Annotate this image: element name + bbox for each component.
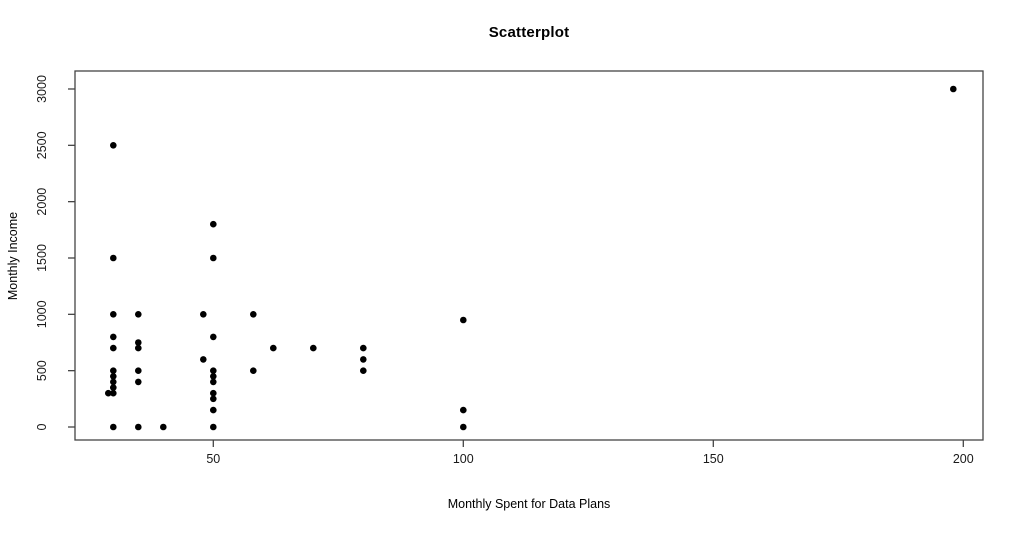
data-point <box>110 423 117 431</box>
data-point <box>110 373 117 380</box>
data-point <box>210 220 217 228</box>
data-point <box>110 142 117 149</box>
y-tick-label: 1000 <box>35 300 49 328</box>
data-point <box>460 316 467 324</box>
y-axis-label: Monthly Income <box>6 211 20 301</box>
y-tick-label: 500 <box>35 360 49 381</box>
data-point <box>110 344 117 352</box>
data-point <box>110 367 117 375</box>
plot-border <box>74 70 984 441</box>
data-point <box>135 339 142 346</box>
data-point <box>110 333 117 341</box>
data-point <box>110 389 117 397</box>
chart-title: Scatterplot <box>488 24 570 41</box>
data-point <box>135 311 142 318</box>
x-tick-label: 200 <box>953 452 974 466</box>
data-point <box>250 367 257 375</box>
x-tick-label: 150 <box>703 452 724 466</box>
data-point <box>135 423 142 431</box>
data-point <box>210 333 217 341</box>
data-point <box>135 344 142 352</box>
y-tick-label: 1500 <box>35 244 49 272</box>
data-point <box>210 423 217 431</box>
data-point <box>270 344 277 352</box>
data-point <box>210 395 217 403</box>
data-point <box>210 373 217 380</box>
y-tick-label: 2000 <box>35 188 49 216</box>
data-point <box>110 254 117 262</box>
data-point <box>210 367 217 375</box>
data-point <box>210 406 217 414</box>
data-point <box>210 254 217 262</box>
x-tick-label: 100 <box>453 452 474 466</box>
data-point <box>200 356 207 363</box>
data-point <box>250 311 257 318</box>
y-tick-label: 0 <box>35 423 49 430</box>
x-tick-label: 50 <box>206 452 220 466</box>
data-point <box>110 384 117 391</box>
x-axis-label: Monthly Spent for Data Plans <box>447 497 611 511</box>
data-point <box>460 406 467 414</box>
data-point <box>210 389 217 397</box>
data-point <box>360 356 367 363</box>
data-point <box>110 311 117 318</box>
data-point <box>950 85 957 93</box>
data-point <box>360 367 367 375</box>
data-point <box>310 344 317 352</box>
y-tick-label: 3000 <box>35 75 49 103</box>
data-point <box>460 423 467 431</box>
data-point <box>210 378 217 386</box>
data-point <box>135 367 142 375</box>
data-point <box>110 378 117 386</box>
data-point <box>135 378 142 386</box>
y-tick-label: 2500 <box>35 131 49 159</box>
data-point <box>160 423 167 431</box>
data-point <box>105 389 112 397</box>
data-point <box>200 311 207 318</box>
data-point <box>360 344 367 352</box>
